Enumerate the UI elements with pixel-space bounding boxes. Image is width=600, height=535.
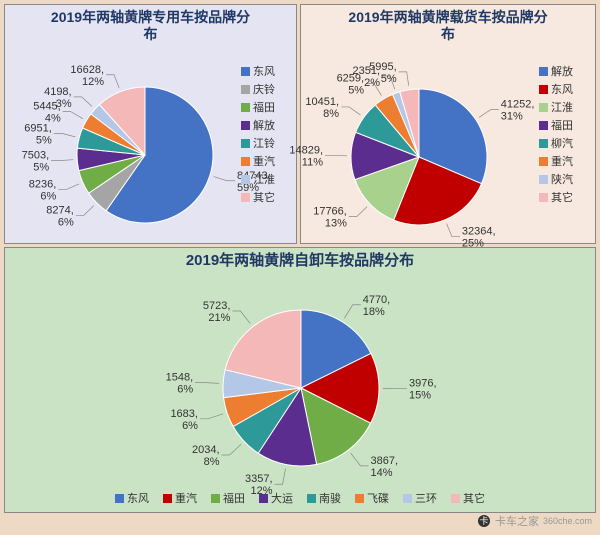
- legend-item-福田: 福田: [241, 99, 275, 115]
- legend-item-三环: 三环: [403, 490, 437, 506]
- legend-item-飞碟: 飞碟: [355, 490, 389, 506]
- legend-b: 东风重汽福田大运南骏飞碟三环其它: [65, 490, 535, 506]
- slice-label-东风: 4770,: [363, 294, 391, 306]
- svg-text:5%: 5%: [33, 162, 49, 174]
- slice-label-大运: 3357,: [245, 473, 273, 485]
- svg-text:13%: 13%: [325, 217, 347, 229]
- legend-item-其它: 其它: [539, 189, 573, 205]
- legend-item-南骏: 南骏: [307, 490, 341, 506]
- watermark-text: 卡车之家: [495, 513, 539, 529]
- slice-label-解放: 7503,: [22, 150, 50, 162]
- svg-text:卡: 卡: [479, 515, 488, 526]
- slice-label-南骏: 2034,: [192, 444, 220, 456]
- legend-item-陕汽: 陕汽: [539, 171, 573, 187]
- pie-chart-b: 4770,18%3976,15%3867,14%3357,12%2034,8%1…: [5, 248, 597, 493]
- svg-text:6%: 6%: [40, 191, 56, 203]
- legend-item-解放: 解放: [241, 117, 275, 133]
- legend-item-其它: 其它: [451, 490, 485, 506]
- svg-text:8%: 8%: [323, 108, 339, 120]
- panel-special-purpose: 2019年两轴黄牌专用车按品牌分 布 84743,59%8274,6%8236,…: [4, 4, 297, 244]
- slice-label-东风: 32364,: [462, 225, 496, 237]
- watermark: 卡 卡车之家 360che.com: [477, 513, 592, 529]
- legend-item-柳汽: 柳汽: [539, 135, 573, 151]
- slice-label-江淮: 17766,: [313, 205, 347, 217]
- slice-label-重汽: 3976,: [409, 377, 437, 389]
- slice-label-福田: 14829,: [289, 145, 323, 157]
- slice-label-江淮: 4198,: [44, 86, 72, 98]
- svg-text:31%: 31%: [501, 111, 523, 123]
- svg-text:8%: 8%: [204, 456, 220, 468]
- legend-item-江淮: 江淮: [241, 171, 275, 187]
- legend-item-庆铃: 庆铃: [241, 81, 275, 97]
- slice-label-其它: 16628,: [70, 64, 104, 76]
- slice-label-飞碟: 1683,: [170, 408, 198, 420]
- panel-dump: 2019年两轴黄牌自卸车按品牌分布 4770,18%3976,15%3867,1…: [4, 247, 596, 513]
- legend-item-福田: 福田: [539, 117, 573, 133]
- legend-item-大运: 大运: [259, 490, 293, 506]
- svg-text:3%: 3%: [56, 98, 72, 110]
- slice-label-庆铃: 8274,: [46, 204, 74, 216]
- svg-text:21%: 21%: [208, 312, 230, 324]
- panel-cargo: 2019年两轴黄牌载货车按品牌分 布 41252,31%32364,25%177…: [300, 4, 596, 244]
- svg-text:5%: 5%: [348, 85, 364, 97]
- watermark-url: 360che.com: [543, 516, 592, 526]
- slice-label-三环: 1548,: [166, 371, 194, 383]
- svg-text:18%: 18%: [363, 306, 385, 318]
- slice-label-其它: 5723,: [203, 300, 231, 312]
- svg-text:14%: 14%: [371, 467, 393, 479]
- slice-label-其它: 5995,: [369, 61, 397, 73]
- legend-item-重汽: 重汽: [539, 153, 573, 169]
- svg-text:15%: 15%: [409, 389, 431, 401]
- svg-text:6%: 6%: [177, 383, 193, 395]
- legend-item-重汽: 重汽: [163, 490, 197, 506]
- slice-label-福田: 3867,: [371, 455, 399, 467]
- svg-text:4%: 4%: [45, 113, 61, 125]
- legend-item-东风: 东风: [241, 63, 275, 79]
- legend-item-东风: 东风: [539, 81, 573, 97]
- legend-item-其它: 其它: [241, 189, 275, 205]
- svg-text:12%: 12%: [82, 76, 104, 88]
- legend-item-东风: 东风: [115, 490, 149, 506]
- svg-text:5%: 5%: [381, 73, 397, 85]
- legend-item-福田: 福田: [211, 490, 245, 506]
- svg-text:6%: 6%: [182, 420, 198, 432]
- legend-item-江淮: 江淮: [539, 99, 573, 115]
- slice-label-柳汽: 10451,: [305, 96, 339, 108]
- legend-item-江铃: 江铃: [241, 135, 275, 151]
- slice-label-福田: 8236,: [29, 179, 57, 191]
- legend-tr: 解放东风江淮福田柳汽重汽陕汽其它: [539, 63, 573, 207]
- slice-label-解放: 41252,: [501, 99, 535, 111]
- svg-text:2%: 2%: [364, 77, 380, 89]
- legend-item-重汽: 重汽: [241, 153, 275, 169]
- svg-text:5%: 5%: [36, 134, 52, 146]
- svg-text:11%: 11%: [302, 157, 323, 169]
- legend-item-解放: 解放: [539, 63, 573, 79]
- legend-tl: 东风庆铃福田解放江铃重汽江淮其它: [241, 63, 275, 207]
- logo-icon: 卡: [477, 514, 491, 528]
- svg-text:6%: 6%: [58, 216, 74, 228]
